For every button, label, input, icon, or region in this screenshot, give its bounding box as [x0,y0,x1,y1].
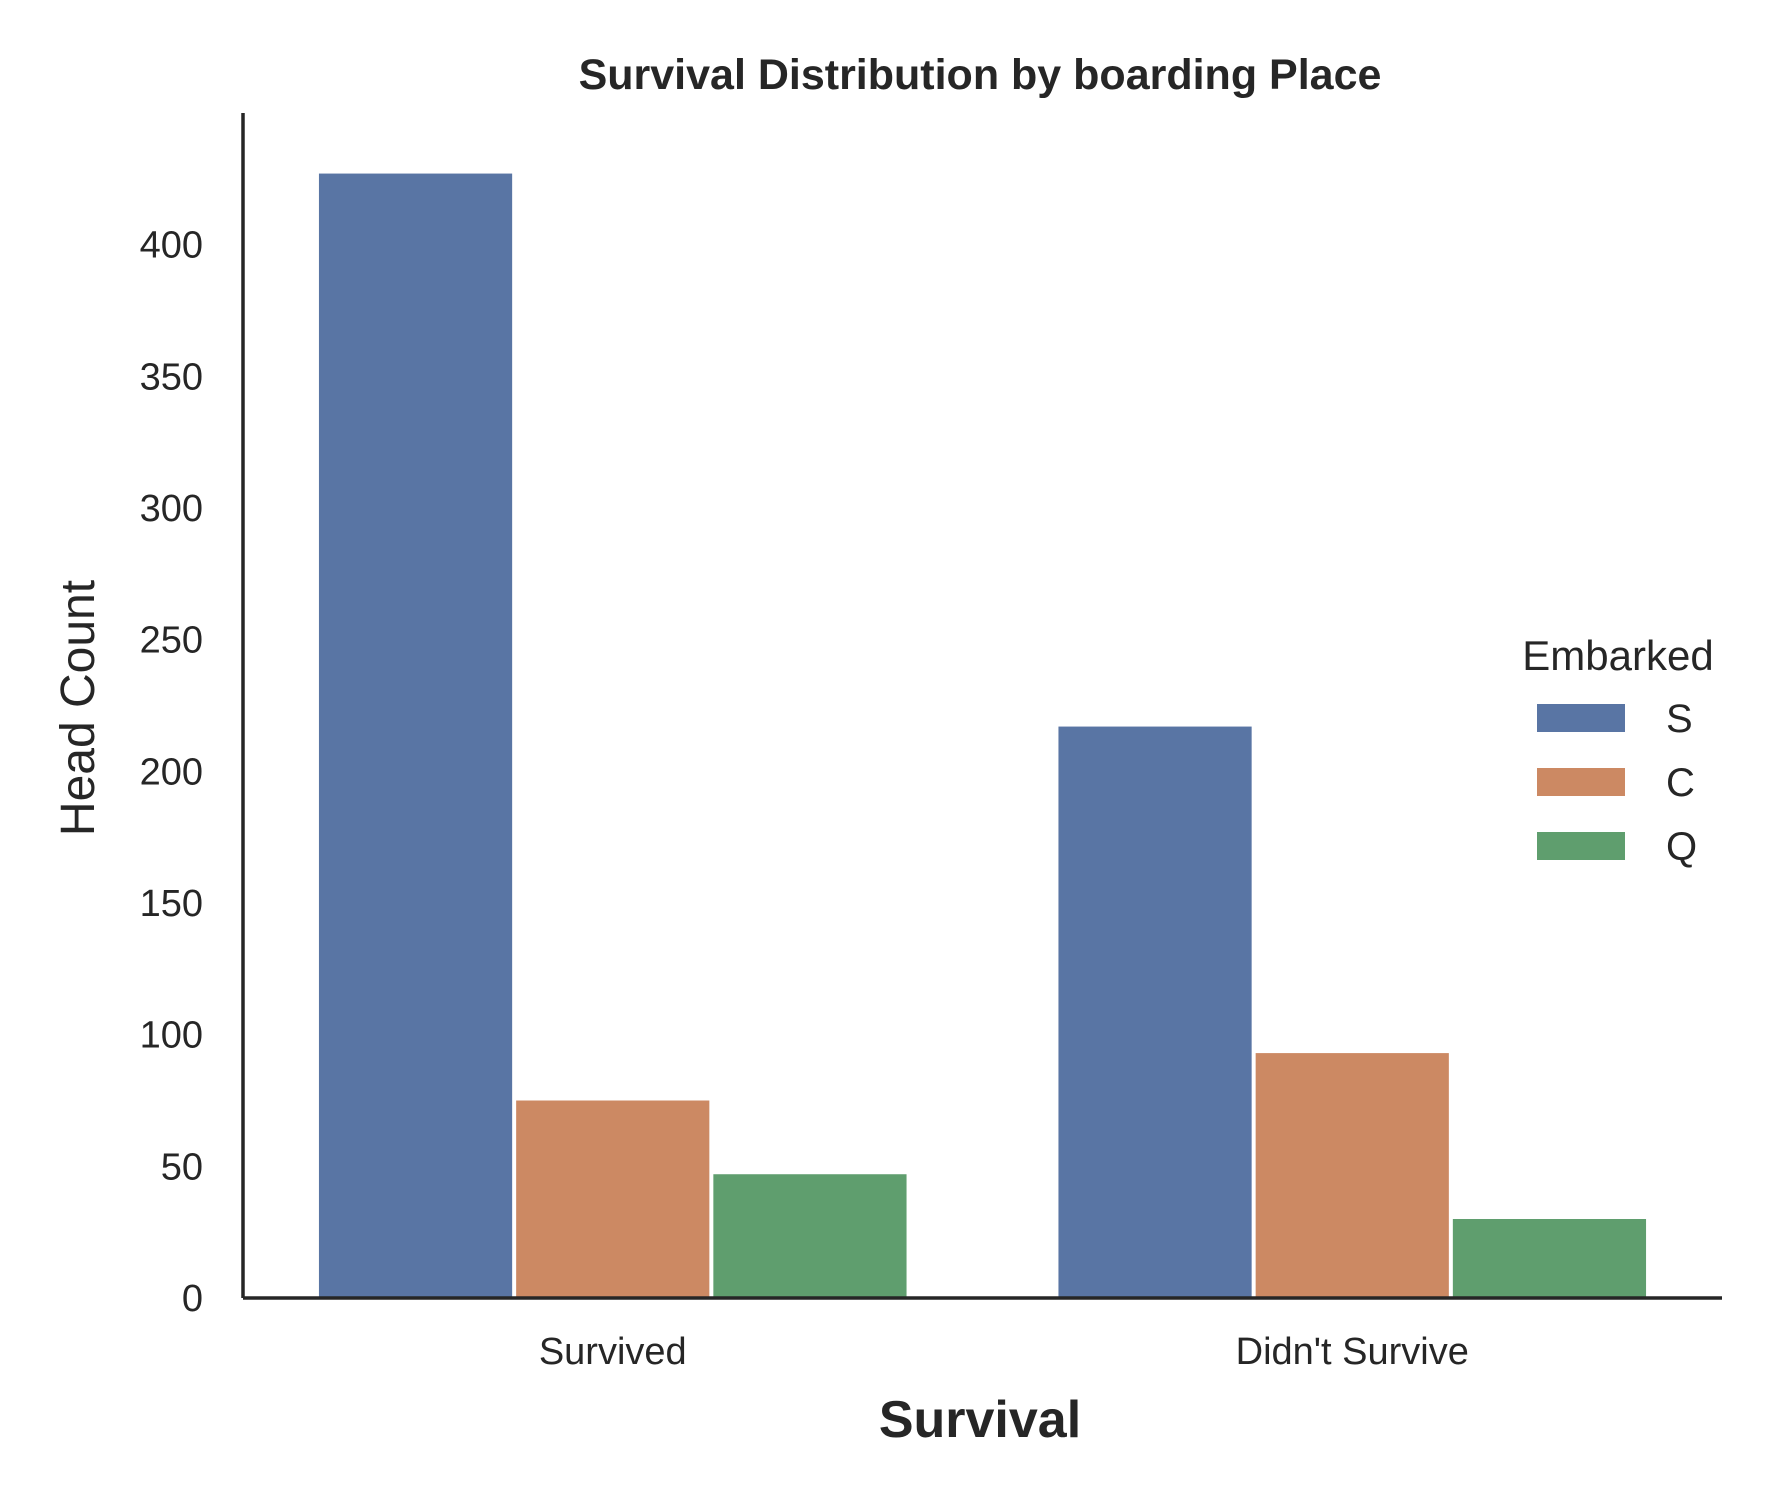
legend-label-s: S [1666,697,1693,741]
y-tick-label: 200 [140,751,203,793]
legend-label-q: Q [1666,825,1697,869]
bar-q-didnt-survive [1452,1219,1647,1298]
y-tick-label: 300 [140,488,203,530]
x-tick-label: Survived [539,1331,687,1373]
y-tick-label: 100 [140,1015,203,1057]
legend-items: SCQ [1537,697,1697,869]
legend: Embarked SCQ [1522,632,1713,869]
legend-swatch-c [1537,768,1625,796]
bars-group [318,173,1647,1299]
bar-q-survived [713,1174,907,1298]
bar-c-didnt-survive [1255,1053,1449,1298]
bar-s-survived [318,173,513,1299]
legend-title: Embarked [1522,632,1713,679]
y-tick-label: 0 [182,1278,203,1320]
y-tick-label: 150 [140,883,203,925]
bar-c-survived [516,1100,710,1298]
bar-s-didnt-survive [1058,726,1252,1298]
y-tick-label: 250 [140,620,203,662]
y-tick-label: 350 [140,356,203,398]
x-tick-label: Didn't Survive [1236,1331,1469,1373]
x-axis-ticks: Survived Didn't Survive [539,1331,1469,1373]
legend-label-c: C [1666,761,1695,805]
x-axis-label: Survival [879,1391,1081,1449]
y-tick-label: 400 [140,225,203,267]
y-axis-label: Head Count [52,580,105,836]
y-tick-label: 50 [161,1146,203,1188]
chart-title: Survival Distribution by boarding Place [579,51,1382,99]
y-axis-ticks: 0 50 100 150 200 250 300 350 400 [140,225,203,1320]
legend-swatch-q [1537,832,1625,860]
legend-swatch-s [1537,704,1625,732]
